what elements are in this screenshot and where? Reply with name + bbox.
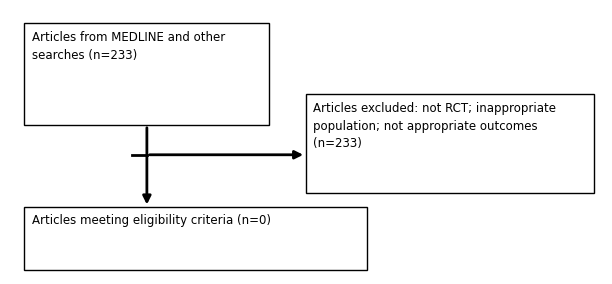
Text: Articles excluded: not RCT; inappropriate
population; not appropriate outcomes
(: Articles excluded: not RCT; inappropriat… xyxy=(313,102,556,150)
Text: Articles meeting eligibility criteria (n=0): Articles meeting eligibility criteria (n… xyxy=(32,214,271,227)
Text: Articles from MEDLINE and other
searches (n=233): Articles from MEDLINE and other searches… xyxy=(32,31,225,62)
FancyBboxPatch shape xyxy=(24,207,367,270)
FancyBboxPatch shape xyxy=(306,94,594,193)
FancyBboxPatch shape xyxy=(24,23,269,125)
